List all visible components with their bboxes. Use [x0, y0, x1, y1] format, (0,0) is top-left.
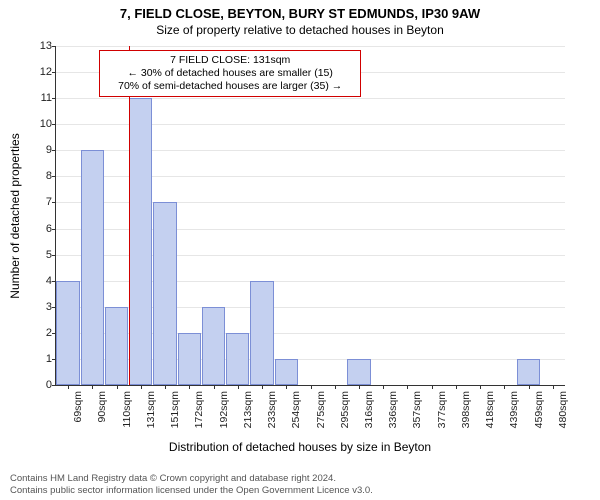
x-tick-mark: [311, 385, 312, 389]
y-tick-mark: [52, 307, 56, 308]
x-tick-mark: [141, 385, 142, 389]
y-tick-label: 13: [40, 40, 52, 52]
x-axis-label: Distribution of detached houses by size …: [0, 440, 600, 454]
y-tick-label: 11: [41, 92, 52, 104]
x-tick-label: 131sqm: [145, 391, 157, 428]
plot-area: 01234567891011121369sqm90sqm110sqm131sqm…: [55, 46, 565, 386]
y-tick-mark: [52, 229, 56, 230]
chart-title: 7, FIELD CLOSE, BEYTON, BURY ST EDMUNDS,…: [0, 0, 600, 21]
chart-container: 7, FIELD CLOSE, BEYTON, BURY ST EDMUNDS,…: [0, 0, 600, 500]
x-tick-mark: [335, 385, 336, 389]
y-tick-mark: [52, 150, 56, 151]
x-tick-label: 69sqm: [72, 391, 84, 423]
x-tick-mark: [262, 385, 263, 389]
x-tick-mark: [504, 385, 505, 389]
x-tick-mark: [286, 385, 287, 389]
y-axis-label: Number of detached properties: [8, 46, 22, 386]
callout-line-3: 70% of semi-detached houses are larger (…: [106, 80, 354, 93]
x-tick-label: 459sqm: [533, 391, 545, 428]
license-line-1: Contains HM Land Registry data © Crown c…: [10, 473, 373, 485]
bar: [56, 281, 79, 385]
x-tick-label: 439sqm: [508, 391, 520, 428]
y-tick-mark: [52, 124, 56, 125]
chart-subtitle: Size of property relative to detached ho…: [0, 21, 600, 37]
x-tick-label: 377sqm: [436, 391, 448, 428]
x-tick-label: 192sqm: [218, 391, 230, 428]
bar: [226, 333, 249, 385]
x-tick-label: 275sqm: [315, 391, 327, 428]
gridline: [56, 46, 565, 47]
x-tick-mark: [117, 385, 118, 389]
x-tick-mark: [165, 385, 166, 389]
license-line-2: Contains public sector information licen…: [10, 485, 373, 497]
bar: [275, 359, 298, 385]
x-tick-mark: [456, 385, 457, 389]
x-tick-label: 110sqm: [121, 391, 133, 428]
x-tick-label: 398sqm: [460, 391, 472, 428]
x-tick-mark: [359, 385, 360, 389]
y-tick-mark: [52, 176, 56, 177]
bar: [517, 359, 540, 385]
x-tick-mark: [189, 385, 190, 389]
y-tick-mark: [52, 72, 56, 73]
x-tick-label: 418sqm: [484, 391, 496, 428]
x-tick-label: 295sqm: [339, 391, 351, 428]
y-tick-label: 10: [40, 118, 52, 130]
x-tick-label: 357sqm: [411, 391, 423, 428]
bar: [81, 150, 104, 385]
y-tick-mark: [52, 255, 56, 256]
x-tick-mark: [432, 385, 433, 389]
x-tick-mark: [383, 385, 384, 389]
x-tick-label: 336sqm: [387, 391, 399, 428]
x-tick-label: 213sqm: [242, 391, 254, 428]
y-tick-mark: [52, 98, 56, 99]
x-tick-mark: [407, 385, 408, 389]
x-tick-label: 151sqm: [169, 391, 181, 428]
license-text: Contains HM Land Registry data © Crown c…: [10, 473, 373, 497]
x-tick-mark: [214, 385, 215, 389]
bar: [202, 307, 225, 385]
y-tick-mark: [52, 385, 56, 386]
x-tick-label: 90sqm: [96, 391, 108, 423]
x-tick-mark: [68, 385, 69, 389]
x-tick-label: 233sqm: [266, 391, 278, 428]
y-tick-mark: [52, 281, 56, 282]
y-tick-label: 12: [40, 66, 52, 78]
y-tick-mark: [52, 333, 56, 334]
y-tick-mark: [52, 202, 56, 203]
bar: [178, 333, 201, 385]
callout-line-1: 7 FIELD CLOSE: 131sqm: [106, 54, 354, 67]
bar: [250, 281, 273, 385]
x-tick-label: 480sqm: [557, 391, 569, 428]
x-tick-mark: [480, 385, 481, 389]
x-tick-label: 254sqm: [290, 391, 302, 428]
x-tick-mark: [529, 385, 530, 389]
x-tick-label: 172sqm: [193, 391, 205, 428]
y-tick-mark: [52, 359, 56, 360]
bar: [153, 202, 176, 385]
x-tick-mark: [92, 385, 93, 389]
x-tick-mark: [238, 385, 239, 389]
callout-box: 7 FIELD CLOSE: 131sqm← 30% of detached h…: [99, 50, 361, 97]
x-tick-label: 316sqm: [363, 391, 375, 428]
bar: [347, 359, 370, 385]
bar: [105, 307, 128, 385]
bar: [129, 98, 152, 385]
callout-line-2: ← 30% of detached houses are smaller (15…: [106, 67, 354, 80]
x-tick-mark: [553, 385, 554, 389]
y-tick-mark: [52, 46, 56, 47]
